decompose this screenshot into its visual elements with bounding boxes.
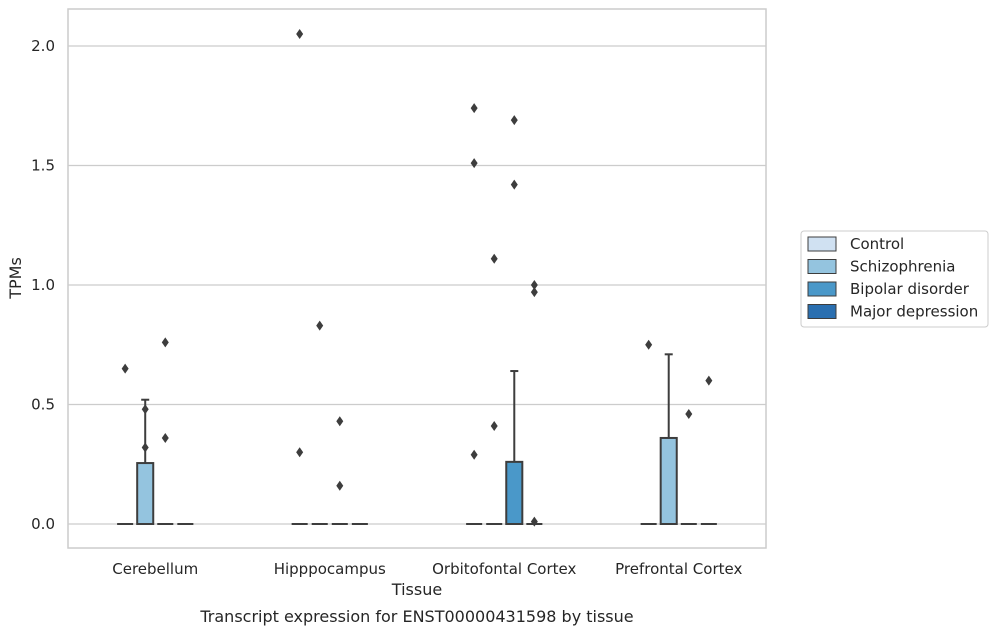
legend-swatch [807, 236, 837, 252]
outlier-point [510, 179, 518, 190]
outlier-point [336, 480, 344, 491]
x-tick-label: Orbitofontal Cortex [432, 560, 576, 578]
box-group [466, 103, 483, 525]
x-axis-title: Tissue [391, 580, 442, 599]
outlier-point [141, 442, 149, 453]
outlier-point [530, 287, 538, 298]
box-group [291, 29, 308, 525]
outlier-point [470, 158, 478, 169]
x-tick-label: Prefrontal Cortex [615, 560, 742, 578]
y-tick-label: 1.5 [31, 157, 55, 175]
legend-swatch [807, 281, 837, 297]
legend-frame [800, 230, 989, 328]
outlier-point [141, 404, 149, 415]
box-group [700, 375, 717, 525]
y-tick-label: 0.5 [31, 396, 55, 414]
box [659, 436, 678, 525]
box-group [157, 337, 174, 525]
outlier-point [490, 253, 498, 264]
x-tick-label: Hipppocampus [274, 560, 386, 578]
outlier-point [121, 363, 129, 374]
legend-label: Bipolar disorder [850, 280, 970, 298]
outlier-point [336, 416, 344, 427]
box-group [136, 398, 155, 525]
legend: Control Schizophrenia Bipolar disorder Majo… [800, 230, 989, 328]
outlier-point [645, 339, 653, 350]
box [505, 460, 524, 525]
box-group [486, 253, 503, 525]
box-group [526, 280, 543, 527]
outlier-point [470, 103, 478, 114]
box-group [311, 320, 328, 525]
outlier-point [161, 337, 169, 348]
outlier-point [530, 280, 538, 290]
legend-label: Schizophrenia [850, 258, 955, 276]
legend-swatch [807, 259, 837, 274]
legend-label: Control [850, 235, 904, 253]
outlier-point [705, 375, 713, 386]
outlier-point [490, 421, 498, 432]
outlier-point [296, 447, 304, 458]
box-group [117, 363, 134, 525]
plot-frame [67, 8, 767, 549]
y-tick-label: 2.0 [31, 37, 55, 55]
y-axis-title: TPMs [6, 257, 25, 300]
outlier-point [510, 115, 518, 126]
y-tick-labels: 0.0 0.5 1.0 1.5 2.0 [31, 37, 55, 533]
outlier-point [161, 432, 169, 443]
legend-swatch [807, 304, 837, 319]
outlier-point [685, 409, 693, 420]
legend-label: Major depression [850, 303, 978, 321]
outlier-point [470, 449, 478, 460]
box-group [680, 409, 697, 525]
box [136, 462, 155, 525]
outlier-point [530, 516, 538, 527]
plot-marks [117, 29, 717, 527]
box-group [505, 115, 524, 525]
y-tick-label: 1.0 [31, 276, 55, 294]
y-tick-label: 0.0 [31, 515, 55, 533]
box-group [331, 416, 348, 525]
box-group [659, 353, 678, 525]
box-group [640, 339, 657, 525]
x-tick-label: Cerebellum [112, 560, 198, 578]
chart-caption: Transcript expression for ENST0000043159… [199, 607, 633, 626]
x-tick-labels: Cerebellum Hipppocampus Orbitofontal Corte… [112, 560, 742, 578]
outlier-point [296, 29, 304, 40]
outlier-point [316, 320, 324, 331]
